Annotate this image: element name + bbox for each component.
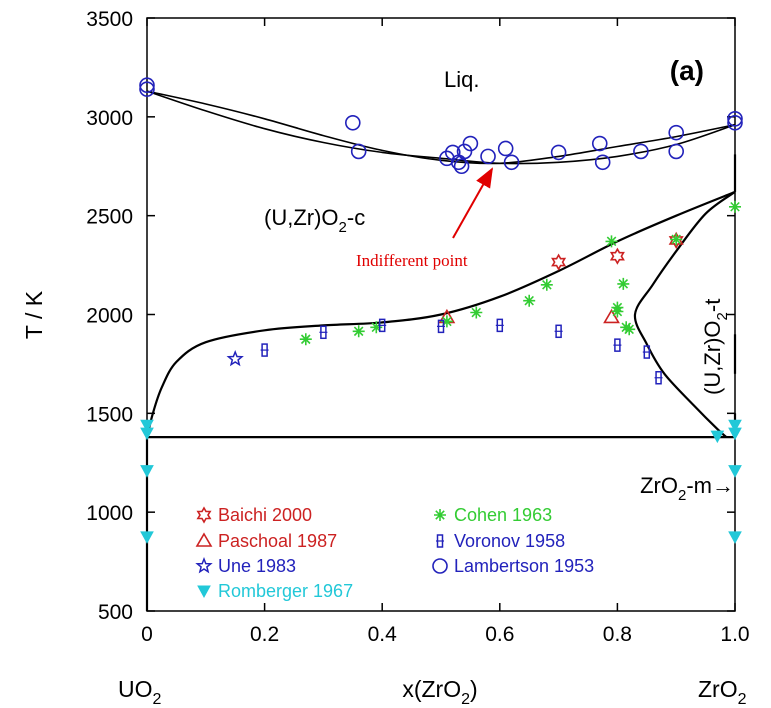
point-lambertson-1953 [594, 154, 611, 171]
indifferent-point-arrow [452, 167, 493, 239]
y-tick-label: 3500 [86, 8, 133, 31]
line-tetragonal-boundary [633, 191, 736, 438]
point-lambertson-1953 [439, 150, 455, 167]
zro2-end-label: ZrO2 [698, 676, 747, 708]
y-tick-label: 3000 [86, 107, 133, 130]
x-tick-label: 1.0 [720, 623, 749, 646]
x-tick-label: 0.2 [250, 623, 279, 646]
tick-layer: 0 0.2 0.4 0.6 0.8 1.0 500 1000 1500 2000 2500 3000 3… [86, 8, 749, 646]
region-cubic: (U,Zr)O2-c [264, 205, 365, 236]
point-lambertson-1953 [462, 135, 479, 152]
point-romberger-1967 [140, 419, 154, 433]
line-solidus [146, 90, 736, 165]
point-lambertson-1953 [727, 114, 743, 131]
point-cohen-1963 [440, 315, 453, 328]
point-lambertson-1953 [497, 140, 514, 157]
x-axis-label: x(ZrO2) [402, 676, 477, 708]
legend-label: Paschoal 1987 [218, 531, 337, 551]
point-lambertson-1953 [591, 135, 608, 152]
line-cubic-boundary [145, 190, 736, 438]
legend-marker [434, 509, 446, 521]
point-baichi-2000 [668, 231, 684, 250]
legend-marker [197, 585, 211, 599]
legend-marker [196, 506, 212, 524]
point-cohen-1963 [370, 321, 383, 334]
legend-label: Romberger 1967 [218, 581, 353, 601]
point-cohen-1963 [540, 278, 553, 291]
legend-marker [432, 558, 448, 574]
point-cohen-1963 [623, 323, 636, 336]
point-lambertson-1953 [727, 111, 743, 127]
legend-marker [195, 532, 213, 547]
point-romberger-1967 [140, 427, 154, 441]
point-lambertson-1953 [344, 114, 361, 131]
point-lambertson-1953 [503, 154, 520, 171]
point-romberger-1967 [728, 465, 742, 478]
point-cohen-1963 [352, 325, 365, 338]
point-lambertson-1953 [453, 158, 470, 175]
point-cohen-1963 [299, 333, 312, 346]
y-tick-label: 1500 [86, 403, 133, 426]
panel-label: (a) [670, 55, 704, 86]
x-tick-label: 0.6 [485, 623, 514, 646]
point-lambertson-1953 [350, 143, 367, 160]
legend-label: Lambertson 1953 [454, 556, 594, 576]
point-romberger-1967 [710, 430, 725, 444]
x-tick-label: 0 [141, 623, 153, 646]
y-axis-label: T / K [21, 290, 47, 339]
region-liquid: Liq. [444, 67, 479, 92]
point-lambertson-1953 [668, 124, 685, 141]
point-romberger-1967 [140, 465, 154, 478]
point-paschoal-1987 [603, 308, 620, 324]
point-lambertson-1953 [550, 144, 567, 161]
point-lambertson-1953 [139, 77, 155, 94]
legend-label: Voronov 1958 [454, 531, 565, 551]
point-cohen-1963 [523, 294, 536, 307]
point-cohen-1963 [611, 305, 624, 318]
point-cohen-1963 [617, 277, 630, 290]
point-cohen-1963 [729, 200, 741, 213]
x-tick-label: 0.4 [368, 623, 398, 646]
point-lambertson-1953 [139, 81, 155, 97]
y-tick-label: 2000 [86, 305, 133, 328]
point-baichi-2000 [609, 247, 625, 265]
y-tick-label: 500 [98, 601, 133, 624]
region-monoclinic: ZrO2-m→ [640, 473, 734, 504]
point-lambertson-1953 [633, 143, 649, 160]
line-liquidus [146, 90, 736, 165]
point-cohen-1963 [670, 233, 683, 246]
point-cohen-1963 [605, 235, 618, 248]
legend-marker [195, 556, 213, 574]
legend-label: Baichi 2000 [218, 505, 312, 525]
point-une-1983 [226, 349, 244, 367]
point-lambertson-1953 [480, 148, 496, 165]
legend-label: Une 1983 [218, 556, 296, 576]
point-lambertson-1953 [668, 143, 685, 160]
legend-label: Cohen 1963 [454, 505, 552, 525]
point-cohen-1963 [470, 306, 483, 319]
legend: Baichi 2000 Paschoal 1987 Une 1983 Romberge… [195, 505, 594, 601]
point-romberger-1967 [140, 531, 154, 544]
data-points [139, 77, 743, 544]
point-romberger-1967 [728, 427, 742, 441]
uo2-end-label: UO2 [118, 676, 162, 708]
x-tick-label: 0.8 [603, 623, 632, 646]
point-baichi-2000 [551, 253, 567, 271]
point-lambertson-1953 [456, 143, 473, 160]
region-tetragonal: (U,Zr)O2-t [700, 299, 731, 395]
y-tick-label: 1000 [86, 502, 133, 525]
point-romberger-1967 [728, 419, 742, 433]
y-tick-label: 2500 [86, 206, 133, 229]
indifferent-point-label: Indifferent point [356, 251, 468, 270]
point-romberger-1967 [728, 531, 742, 544]
